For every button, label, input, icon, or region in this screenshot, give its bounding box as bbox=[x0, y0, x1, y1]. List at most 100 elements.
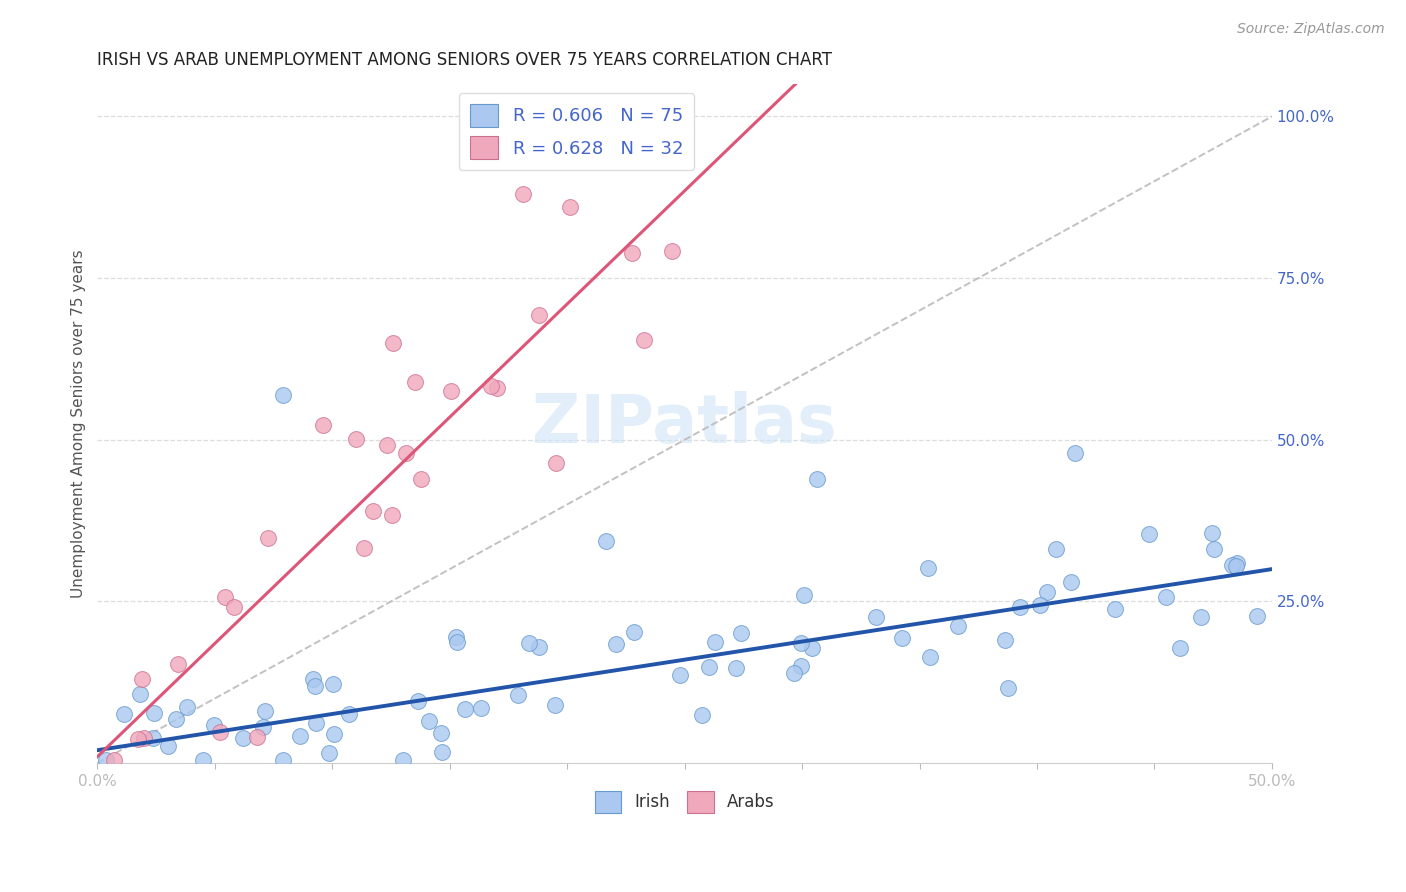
Point bbox=[724, 661, 747, 675]
Point bbox=[165, 712, 187, 726]
Point bbox=[527, 308, 550, 322]
Point bbox=[661, 244, 683, 259]
Point bbox=[527, 640, 550, 655]
Point bbox=[1246, 609, 1268, 624]
Point bbox=[253, 704, 276, 718]
Point bbox=[288, 729, 311, 743]
Point bbox=[112, 706, 135, 721]
Point bbox=[517, 636, 540, 650]
Point bbox=[479, 379, 502, 393]
Point bbox=[214, 591, 236, 605]
Point bbox=[271, 387, 294, 401]
Point bbox=[375, 438, 398, 452]
Point bbox=[789, 635, 811, 649]
Point bbox=[454, 702, 477, 716]
Point bbox=[142, 731, 165, 745]
Point bbox=[1225, 559, 1247, 574]
Point bbox=[605, 637, 627, 651]
Point bbox=[1036, 584, 1059, 599]
Point bbox=[1045, 541, 1067, 556]
Point bbox=[392, 753, 415, 767]
Point bbox=[800, 641, 823, 656]
Text: IRISH VS ARAB UNEMPLOYMENT AMONG SENIORS OVER 75 YEARS CORRELATION CHART: IRISH VS ARAB UNEMPLOYMENT AMONG SENIORS… bbox=[97, 51, 832, 69]
Point bbox=[208, 724, 231, 739]
Point bbox=[997, 681, 1019, 696]
Point bbox=[143, 706, 166, 720]
Point bbox=[917, 560, 939, 574]
Point bbox=[1204, 541, 1226, 556]
Point bbox=[404, 375, 426, 389]
Point bbox=[134, 731, 156, 745]
Point bbox=[271, 753, 294, 767]
Point bbox=[304, 679, 326, 693]
Point bbox=[946, 618, 969, 632]
Point bbox=[790, 658, 813, 673]
Point bbox=[890, 631, 912, 645]
Point bbox=[176, 699, 198, 714]
Legend: Irish, Arabs: Irish, Arabs bbox=[585, 781, 785, 822]
Point bbox=[302, 672, 325, 686]
Point bbox=[595, 533, 617, 548]
Y-axis label: Unemployment Among Seniors over 75 years: Unemployment Among Seniors over 75 years bbox=[72, 250, 86, 598]
Point bbox=[703, 635, 725, 649]
Point bbox=[129, 687, 152, 701]
Point bbox=[246, 730, 269, 744]
Point bbox=[806, 472, 828, 486]
Point bbox=[363, 504, 385, 518]
Point bbox=[381, 508, 404, 523]
Point bbox=[156, 739, 179, 754]
Point bbox=[344, 433, 367, 447]
Point bbox=[783, 666, 806, 681]
Point bbox=[430, 726, 453, 740]
Point bbox=[994, 633, 1017, 648]
Point bbox=[512, 187, 534, 202]
Point bbox=[224, 600, 246, 615]
Point bbox=[166, 657, 188, 671]
Point bbox=[558, 200, 581, 214]
Point bbox=[620, 246, 643, 260]
Point bbox=[395, 446, 418, 460]
Point bbox=[322, 677, 344, 691]
Point bbox=[337, 707, 360, 722]
Point bbox=[131, 672, 153, 686]
Point bbox=[418, 714, 440, 729]
Point bbox=[193, 753, 215, 767]
Point bbox=[305, 715, 328, 730]
Point bbox=[623, 625, 645, 640]
Point bbox=[1064, 446, 1087, 460]
Point bbox=[322, 727, 344, 741]
Point bbox=[257, 531, 280, 545]
Point bbox=[353, 541, 375, 556]
Point bbox=[409, 472, 432, 486]
Point bbox=[485, 381, 508, 395]
Point bbox=[232, 731, 254, 745]
Point bbox=[1220, 558, 1243, 573]
Point bbox=[406, 693, 429, 707]
Point bbox=[620, 112, 643, 126]
Point bbox=[633, 333, 655, 347]
Point bbox=[381, 335, 404, 350]
Point bbox=[506, 689, 529, 703]
Point bbox=[1226, 556, 1249, 570]
Point bbox=[1029, 598, 1052, 612]
Point bbox=[644, 110, 666, 124]
Point bbox=[202, 718, 225, 732]
Point bbox=[865, 609, 887, 624]
Point bbox=[544, 698, 567, 713]
Point bbox=[252, 720, 274, 734]
Point bbox=[692, 707, 714, 722]
Point bbox=[793, 589, 815, 603]
Point bbox=[1137, 526, 1160, 541]
Point bbox=[1201, 526, 1223, 541]
Text: ZIPatlas: ZIPatlas bbox=[533, 391, 837, 457]
Point bbox=[127, 731, 149, 746]
Point bbox=[470, 701, 492, 715]
Point bbox=[446, 634, 468, 648]
Point bbox=[1104, 602, 1126, 616]
Point bbox=[918, 649, 941, 664]
Point bbox=[1010, 600, 1032, 615]
Point bbox=[96, 753, 118, 767]
Point bbox=[697, 660, 720, 674]
Point bbox=[730, 626, 752, 640]
Point bbox=[440, 384, 463, 399]
